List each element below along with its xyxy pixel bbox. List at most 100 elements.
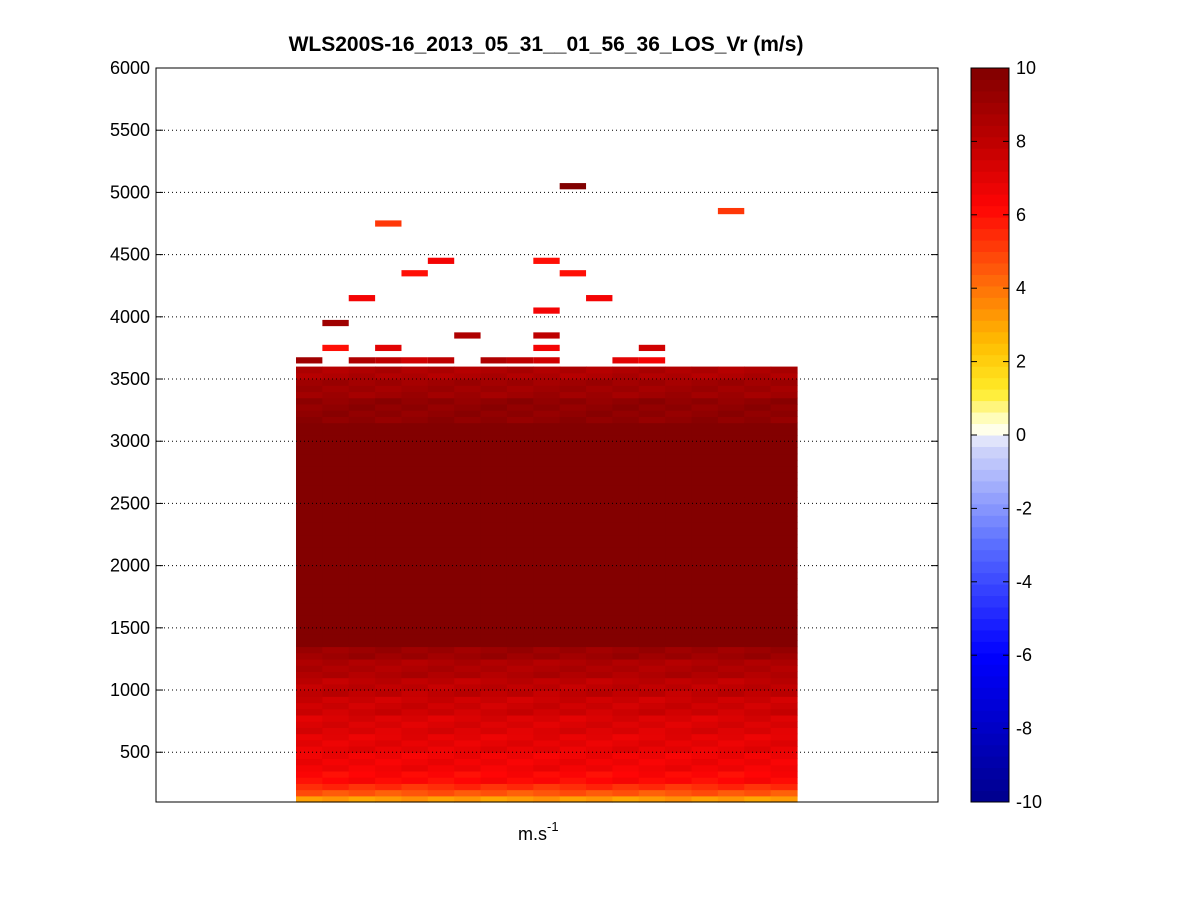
heatmap-cell — [586, 422, 614, 430]
heatmap-cell — [586, 497, 614, 505]
heatmap-cell — [296, 540, 323, 548]
heatmap-cell — [506, 665, 534, 672]
heatmap-cell — [480, 459, 508, 467]
heatmap-cell — [612, 428, 640, 436]
heatmap-cell — [691, 478, 719, 486]
heatmap-cell — [612, 453, 640, 461]
heatmap-cell — [296, 391, 323, 399]
heatmap-cell — [612, 559, 640, 567]
heatmap-cell — [533, 770, 561, 778]
heatmap-cell — [401, 665, 429, 672]
y-tick-label: 4000 — [110, 307, 150, 327]
heatmap-cell — [401, 528, 429, 536]
heatmap-cell — [533, 727, 561, 735]
heatmap-cell — [612, 621, 640, 629]
heatmap-cell — [348, 453, 376, 461]
heatmap-cell — [559, 497, 587, 505]
heatmap-cell — [296, 795, 323, 803]
heatmap-cell — [401, 509, 429, 517]
heatmap-cell — [427, 435, 455, 442]
heatmap-cell — [506, 528, 534, 536]
heatmap-cell — [480, 366, 508, 374]
heatmap-cell — [480, 677, 508, 685]
colorbar-segment — [971, 274, 1009, 287]
heatmap-cell — [770, 621, 798, 629]
heatmap-cell — [427, 783, 455, 791]
heatmap-cell — [348, 435, 376, 442]
heatmap-cell — [348, 466, 376, 473]
colorbar-segment — [971, 480, 1009, 493]
colorbar-segment — [971, 538, 1009, 551]
heatmap-cell — [744, 683, 772, 691]
heatmap-cell — [322, 403, 350, 411]
colorbar-tick-label: 8 — [1016, 131, 1026, 151]
heatmap-cell — [322, 733, 350, 741]
heatmap-cell — [348, 553, 376, 561]
heatmap-cell — [401, 789, 429, 797]
heatmap-cell — [296, 671, 323, 679]
colorbar-tick-label: -2 — [1016, 498, 1032, 518]
heatmap-cell — [427, 777, 455, 784]
heatmap-cell — [638, 453, 666, 461]
heatmap-cell — [665, 696, 693, 704]
heatmap-cell — [770, 764, 798, 772]
heatmap-cell — [665, 385, 693, 393]
heatmap-cell — [691, 503, 719, 511]
heatmap-cell — [375, 578, 403, 585]
heatmap-cell — [506, 490, 534, 498]
heatmap-cell — [665, 621, 693, 629]
heatmap-cell — [296, 503, 323, 511]
heatmap-cell — [296, 665, 323, 672]
heatmap-cell — [744, 528, 772, 536]
heatmap-cell — [744, 770, 772, 778]
heatmap-cell — [480, 553, 508, 561]
heatmap-cell — [665, 515, 693, 523]
heatmap-cell — [427, 522, 455, 529]
heatmap-cell — [665, 627, 693, 635]
heatmap-cell — [744, 391, 772, 399]
heatmap-cell — [322, 615, 350, 623]
heatmap-cell — [638, 410, 666, 417]
heatmap-cell — [559, 690, 587, 697]
heatmap-cell — [559, 509, 587, 517]
heatmap-cell — [665, 379, 693, 386]
heatmap-cell — [480, 615, 508, 623]
heatmap-cell — [770, 646, 798, 654]
heatmap-cell — [454, 372, 482, 380]
heatmap-cell — [744, 416, 772, 424]
heatmap-cell — [533, 739, 561, 747]
heatmap-cell — [322, 770, 350, 778]
heatmap-cell — [296, 696, 323, 704]
heatmap-cell — [375, 459, 403, 467]
heatmap-cell — [322, 428, 350, 436]
heatmap-cell — [296, 447, 323, 455]
heatmap-cell — [612, 546, 640, 554]
heatmap-cell — [506, 435, 534, 442]
heatmap-cell — [322, 422, 350, 430]
heatmap-cell — [717, 596, 745, 604]
colorbar-segment — [971, 136, 1009, 149]
heatmap-cell — [322, 447, 350, 455]
heatmap-cell — [770, 590, 798, 598]
heatmap-cell — [322, 646, 350, 654]
heatmap-cell — [322, 565, 350, 573]
heatmap-cell — [744, 466, 772, 473]
heatmap-cell — [454, 609, 482, 616]
heatmap-cell — [770, 553, 798, 561]
heatmap-cell — [348, 714, 376, 722]
heatmap-cell — [665, 503, 693, 511]
heatmap-cell — [612, 490, 640, 498]
heatmap-cell — [770, 372, 798, 380]
heatmap-cell — [770, 609, 798, 616]
heatmap-cell — [717, 366, 745, 374]
heatmap-cell — [638, 602, 666, 610]
heatmap-cell — [665, 490, 693, 498]
heatmap-cell — [375, 789, 403, 797]
heatmap-cell — [744, 559, 772, 567]
heatmap-cell — [506, 739, 534, 747]
heatmap-cell — [401, 727, 429, 735]
y-tick-label: 1000 — [110, 680, 150, 700]
heatmap-cell — [559, 634, 587, 641]
heatmap-cell — [691, 391, 719, 399]
heatmap-cell — [533, 344, 560, 352]
